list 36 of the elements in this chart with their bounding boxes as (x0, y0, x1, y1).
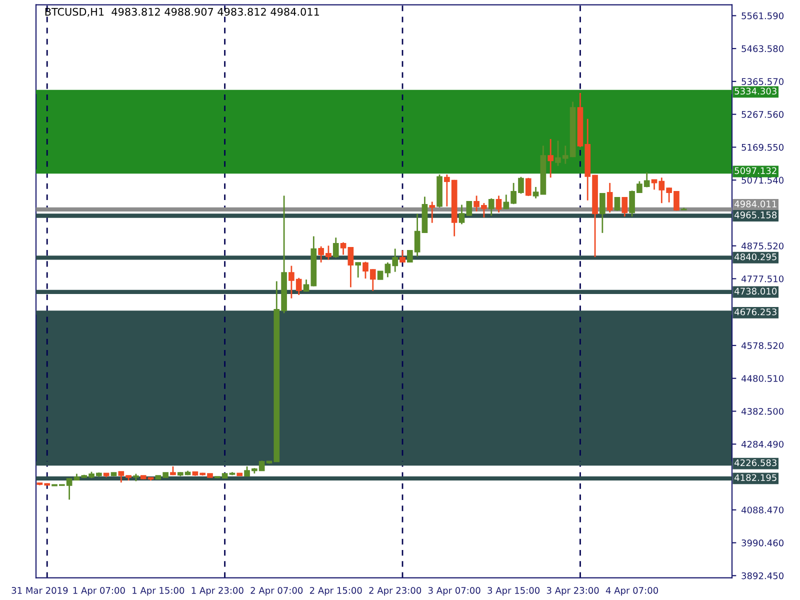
y-tick-label: 4480.510 (741, 375, 784, 382)
y-tick-label: 5267.560 (742, 111, 784, 118)
x-tick-label: 1 Apr 23:00 (192, 586, 244, 596)
y-tick-label: 4382.500 (741, 408, 784, 415)
ref-line-label: 4182.195 (734, 474, 776, 482)
x-tick-label: 1 Apr 15:00 (132, 586, 184, 596)
ref-line-label: 5097.132 (734, 167, 776, 174)
ref-line-label: 4840.295 (734, 253, 776, 260)
x-tick-label: 2 Apr 15:00 (310, 586, 362, 596)
y-tick-label: 3892.450 (742, 572, 784, 580)
y-tick-label: 5169.550 (742, 144, 784, 151)
y-tick-label: 4284.490 (741, 440, 784, 448)
x-tick-label: 3 Apr 15:00 (488, 586, 540, 596)
x-tick-label: 3 Apr 23:00 (546, 586, 599, 596)
y-tick-label: 5365.570 (742, 78, 784, 85)
y-tick-label: 5561.590 (742, 12, 784, 20)
x-tick-label: 2 Apr 07:00 (250, 586, 303, 596)
ref-line-label: 4738.010 (734, 288, 777, 295)
x-tick-label: 4 Apr 07:00 (606, 586, 658, 596)
x-tick-label: 31 Mar 2019 (12, 586, 68, 594)
x-tick-label: 1 Apr 07:00 (73, 586, 125, 596)
ref-line-label: 4226.583 (734, 459, 776, 466)
y-tick-label: 5463.580 (742, 45, 784, 52)
y-tick-label: 4777.510 (741, 275, 784, 282)
x-tick-label: 2 Apr 23:00 (369, 586, 422, 596)
x-tick-label: 3 Apr 07:00 (428, 586, 480, 596)
ref-line-label: 4984.011 (734, 200, 776, 208)
ref-line-label: 4676.253 (734, 308, 776, 316)
y-tick-label: 4088.470 (741, 506, 784, 514)
y-tick-label: 5071.540 (742, 176, 784, 184)
chart-title: BTCUSD,H1 4983.812 4988.907 4983.812 4984.011 (45, 8, 319, 17)
ref-line-label: 4965.158 (734, 212, 777, 218)
y-tick-label: 4578.520 (741, 342, 784, 350)
y-tick-label: 3990.460 (742, 539, 784, 546)
y-tick-label: 4875.520 (741, 242, 784, 250)
ref-line-label: 5334.303 (734, 88, 776, 95)
